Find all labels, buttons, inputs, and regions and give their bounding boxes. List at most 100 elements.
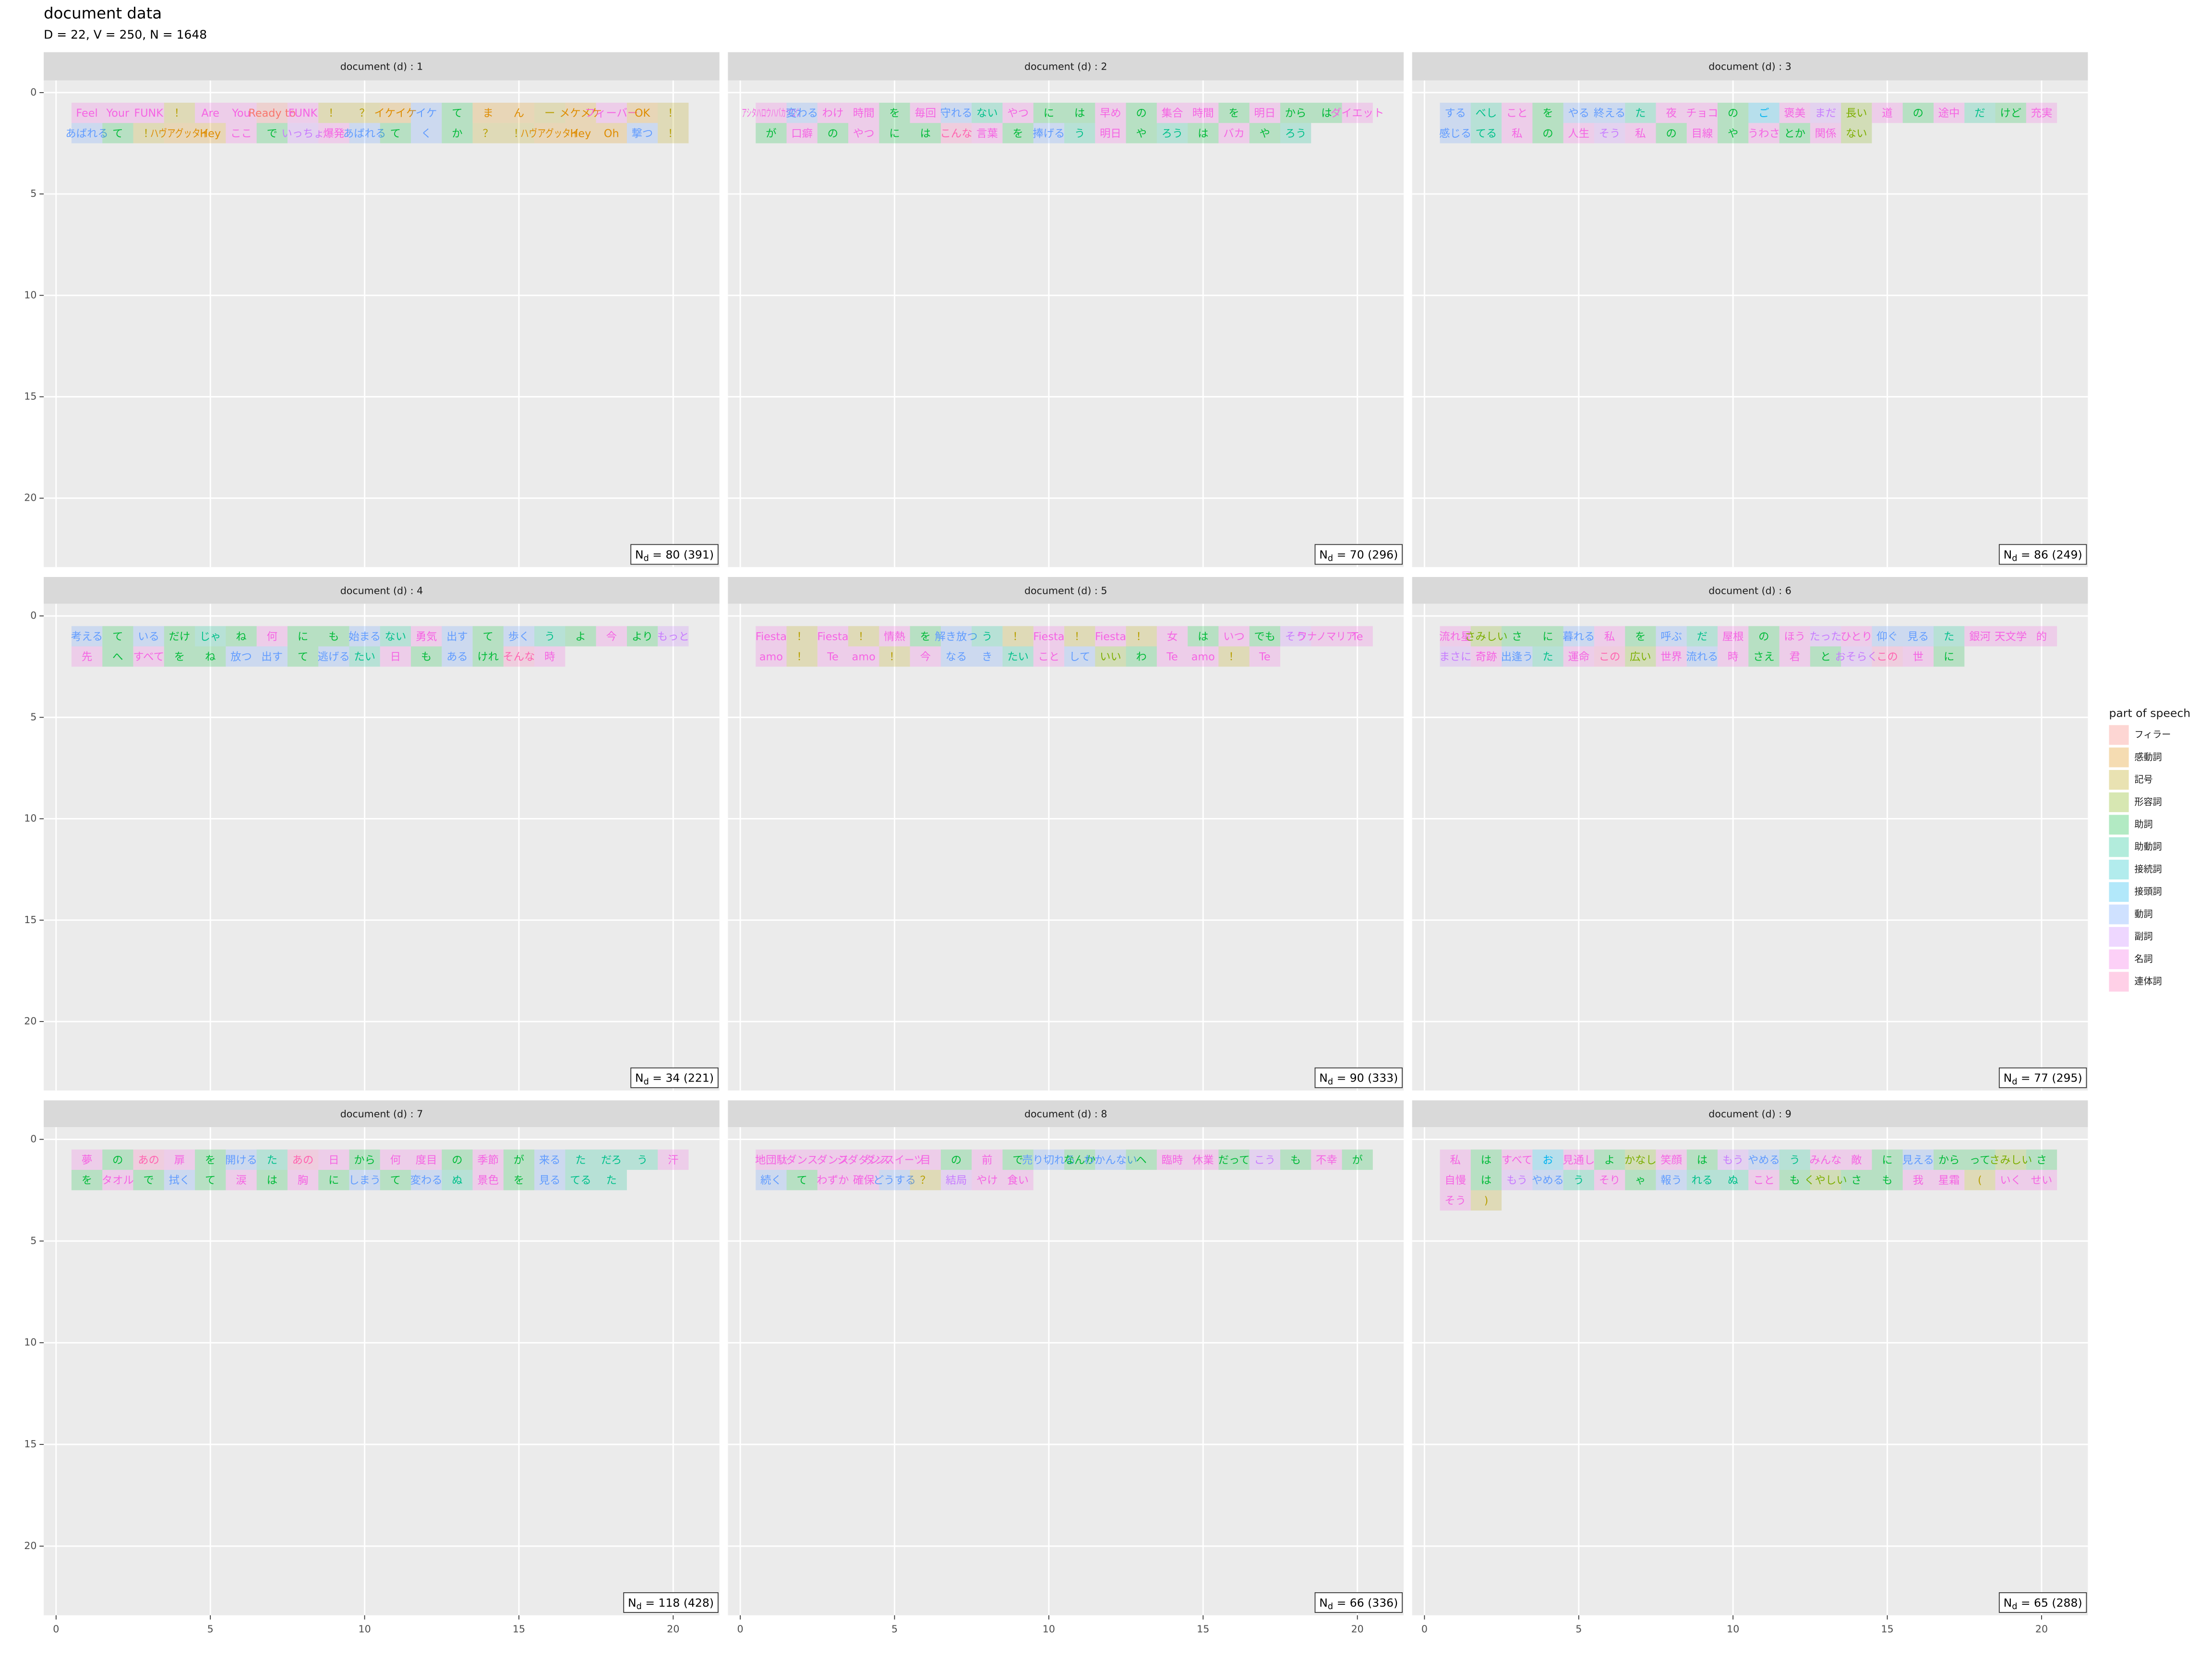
token: だって <box>1218 1154 1250 1166</box>
token: 人生 <box>1568 127 1589 140</box>
token-tile <box>1532 1170 1563 1190</box>
n-label-box <box>630 1067 719 1088</box>
token-tile <box>565 1170 596 1190</box>
n-label: Nd = 77 (295) <box>2004 1071 2082 1087</box>
token-tile <box>626 102 658 123</box>
token: みんな <box>1810 1154 1842 1166</box>
token-tile <box>1342 626 1373 647</box>
y-tick-label: 15 <box>24 914 36 926</box>
token: って <box>1970 1154 1991 1166</box>
token: Fiesta <box>1095 630 1126 643</box>
token-tile <box>1779 626 1810 647</box>
token-tile <box>472 102 504 123</box>
x-tick-label: 10 <box>359 1623 371 1635</box>
token-tile <box>940 1170 972 1190</box>
token-tile <box>1563 123 1594 144</box>
token-tile <box>972 646 1003 667</box>
token-tile <box>1594 102 1625 123</box>
token: あばれる <box>65 127 108 140</box>
token-tile <box>133 626 164 647</box>
token-tile <box>910 102 941 123</box>
token: FUNK <box>289 107 318 120</box>
token: イケイケ <box>374 107 417 120</box>
token: を <box>1012 127 1023 140</box>
token: 感じる <box>1439 127 1471 140</box>
n-label-box <box>1314 1592 1403 1613</box>
token: しまう <box>349 1174 381 1187</box>
token: あの <box>292 1154 314 1166</box>
token-tile <box>318 1170 349 1190</box>
token: 解き放つ <box>935 630 977 643</box>
token-tile <box>1249 1149 1280 1170</box>
token: く <box>421 127 432 140</box>
token-tile <box>534 1170 565 1190</box>
token: タオル <box>102 1174 134 1187</box>
token-tile <box>910 646 941 667</box>
token: だろ <box>601 1154 622 1166</box>
token: 私 <box>1450 1154 1461 1166</box>
token-tile <box>1002 646 1034 667</box>
token: たい <box>354 651 375 663</box>
token: う <box>544 630 555 643</box>
token: 続く <box>760 1174 782 1187</box>
token: もう <box>1506 1174 1527 1187</box>
token-tile <box>1002 1170 1034 1190</box>
token: 途中 <box>1938 107 1960 120</box>
token: 扉 <box>174 1154 185 1166</box>
facet: document (d) : 80 5 10 15 20地団駄ダンスダンスジダダンスダン… <box>728 1100 1404 1635</box>
token-tile <box>1964 102 1996 123</box>
token: に <box>298 630 308 643</box>
token-tile <box>848 1170 879 1190</box>
token: ハヴアグッタイ <box>520 127 579 140</box>
legend-label: 副詞 <box>2134 931 2152 942</box>
token-tile <box>1064 123 1095 144</box>
token: たい <box>1007 651 1029 663</box>
token: も <box>421 651 432 663</box>
token-tile <box>1280 123 1311 144</box>
token: ぬ <box>452 1174 462 1187</box>
n-label-part: d <box>2012 1077 2017 1087</box>
legend-label: 連体詞 <box>2134 976 2162 987</box>
token-tile <box>1563 1149 1594 1170</box>
token: 季節 <box>477 1154 499 1166</box>
token: を <box>920 630 931 643</box>
token: 売り切れる <box>1022 1154 1076 1166</box>
token: 何 <box>390 1154 401 1166</box>
token: ！ <box>668 127 678 140</box>
token-tile <box>1872 1170 1903 1190</box>
token-tile <box>1249 123 1280 144</box>
panel <box>728 80 1404 567</box>
token: を <box>889 107 900 120</box>
token-tile <box>972 102 1003 123</box>
token-tile <box>879 123 910 144</box>
token: ！ <box>797 630 807 643</box>
legend-title: part of speech <box>2109 707 2190 720</box>
token-tile <box>1841 1149 1872 1170</box>
token-tile <box>1033 102 1065 123</box>
token: 私 <box>1635 127 1646 140</box>
n-label-part: N <box>635 548 644 561</box>
token-tile <box>1095 646 1126 667</box>
token: 運命 <box>1568 651 1589 663</box>
n-label-part: = 70 (296) <box>1333 548 1398 561</box>
token-tile <box>1218 102 1250 123</box>
token-tile <box>1810 1149 1841 1170</box>
n-label: Nd = 90 (333) <box>1319 1071 1398 1087</box>
token: 銀河 <box>1969 630 1991 643</box>
token-tile <box>626 1149 658 1170</box>
token: ヘ <box>1136 1154 1147 1166</box>
token: に <box>1944 651 1954 663</box>
legend-label: 名詞 <box>2134 953 2152 964</box>
token-tile <box>565 102 596 123</box>
token: 君 <box>1790 651 1800 663</box>
token: そう <box>1285 630 1307 643</box>
token-tile <box>349 1149 380 1170</box>
token: やつ <box>1007 107 1029 120</box>
n-label: Nd = 66 (336) <box>1319 1596 1398 1611</box>
token: ！ <box>1136 630 1147 643</box>
token-tile <box>534 102 565 123</box>
token-tile <box>756 102 787 123</box>
token: やめる <box>1748 1154 1780 1166</box>
token-tile <box>910 1170 941 1190</box>
token-tile <box>1995 1170 2026 1190</box>
